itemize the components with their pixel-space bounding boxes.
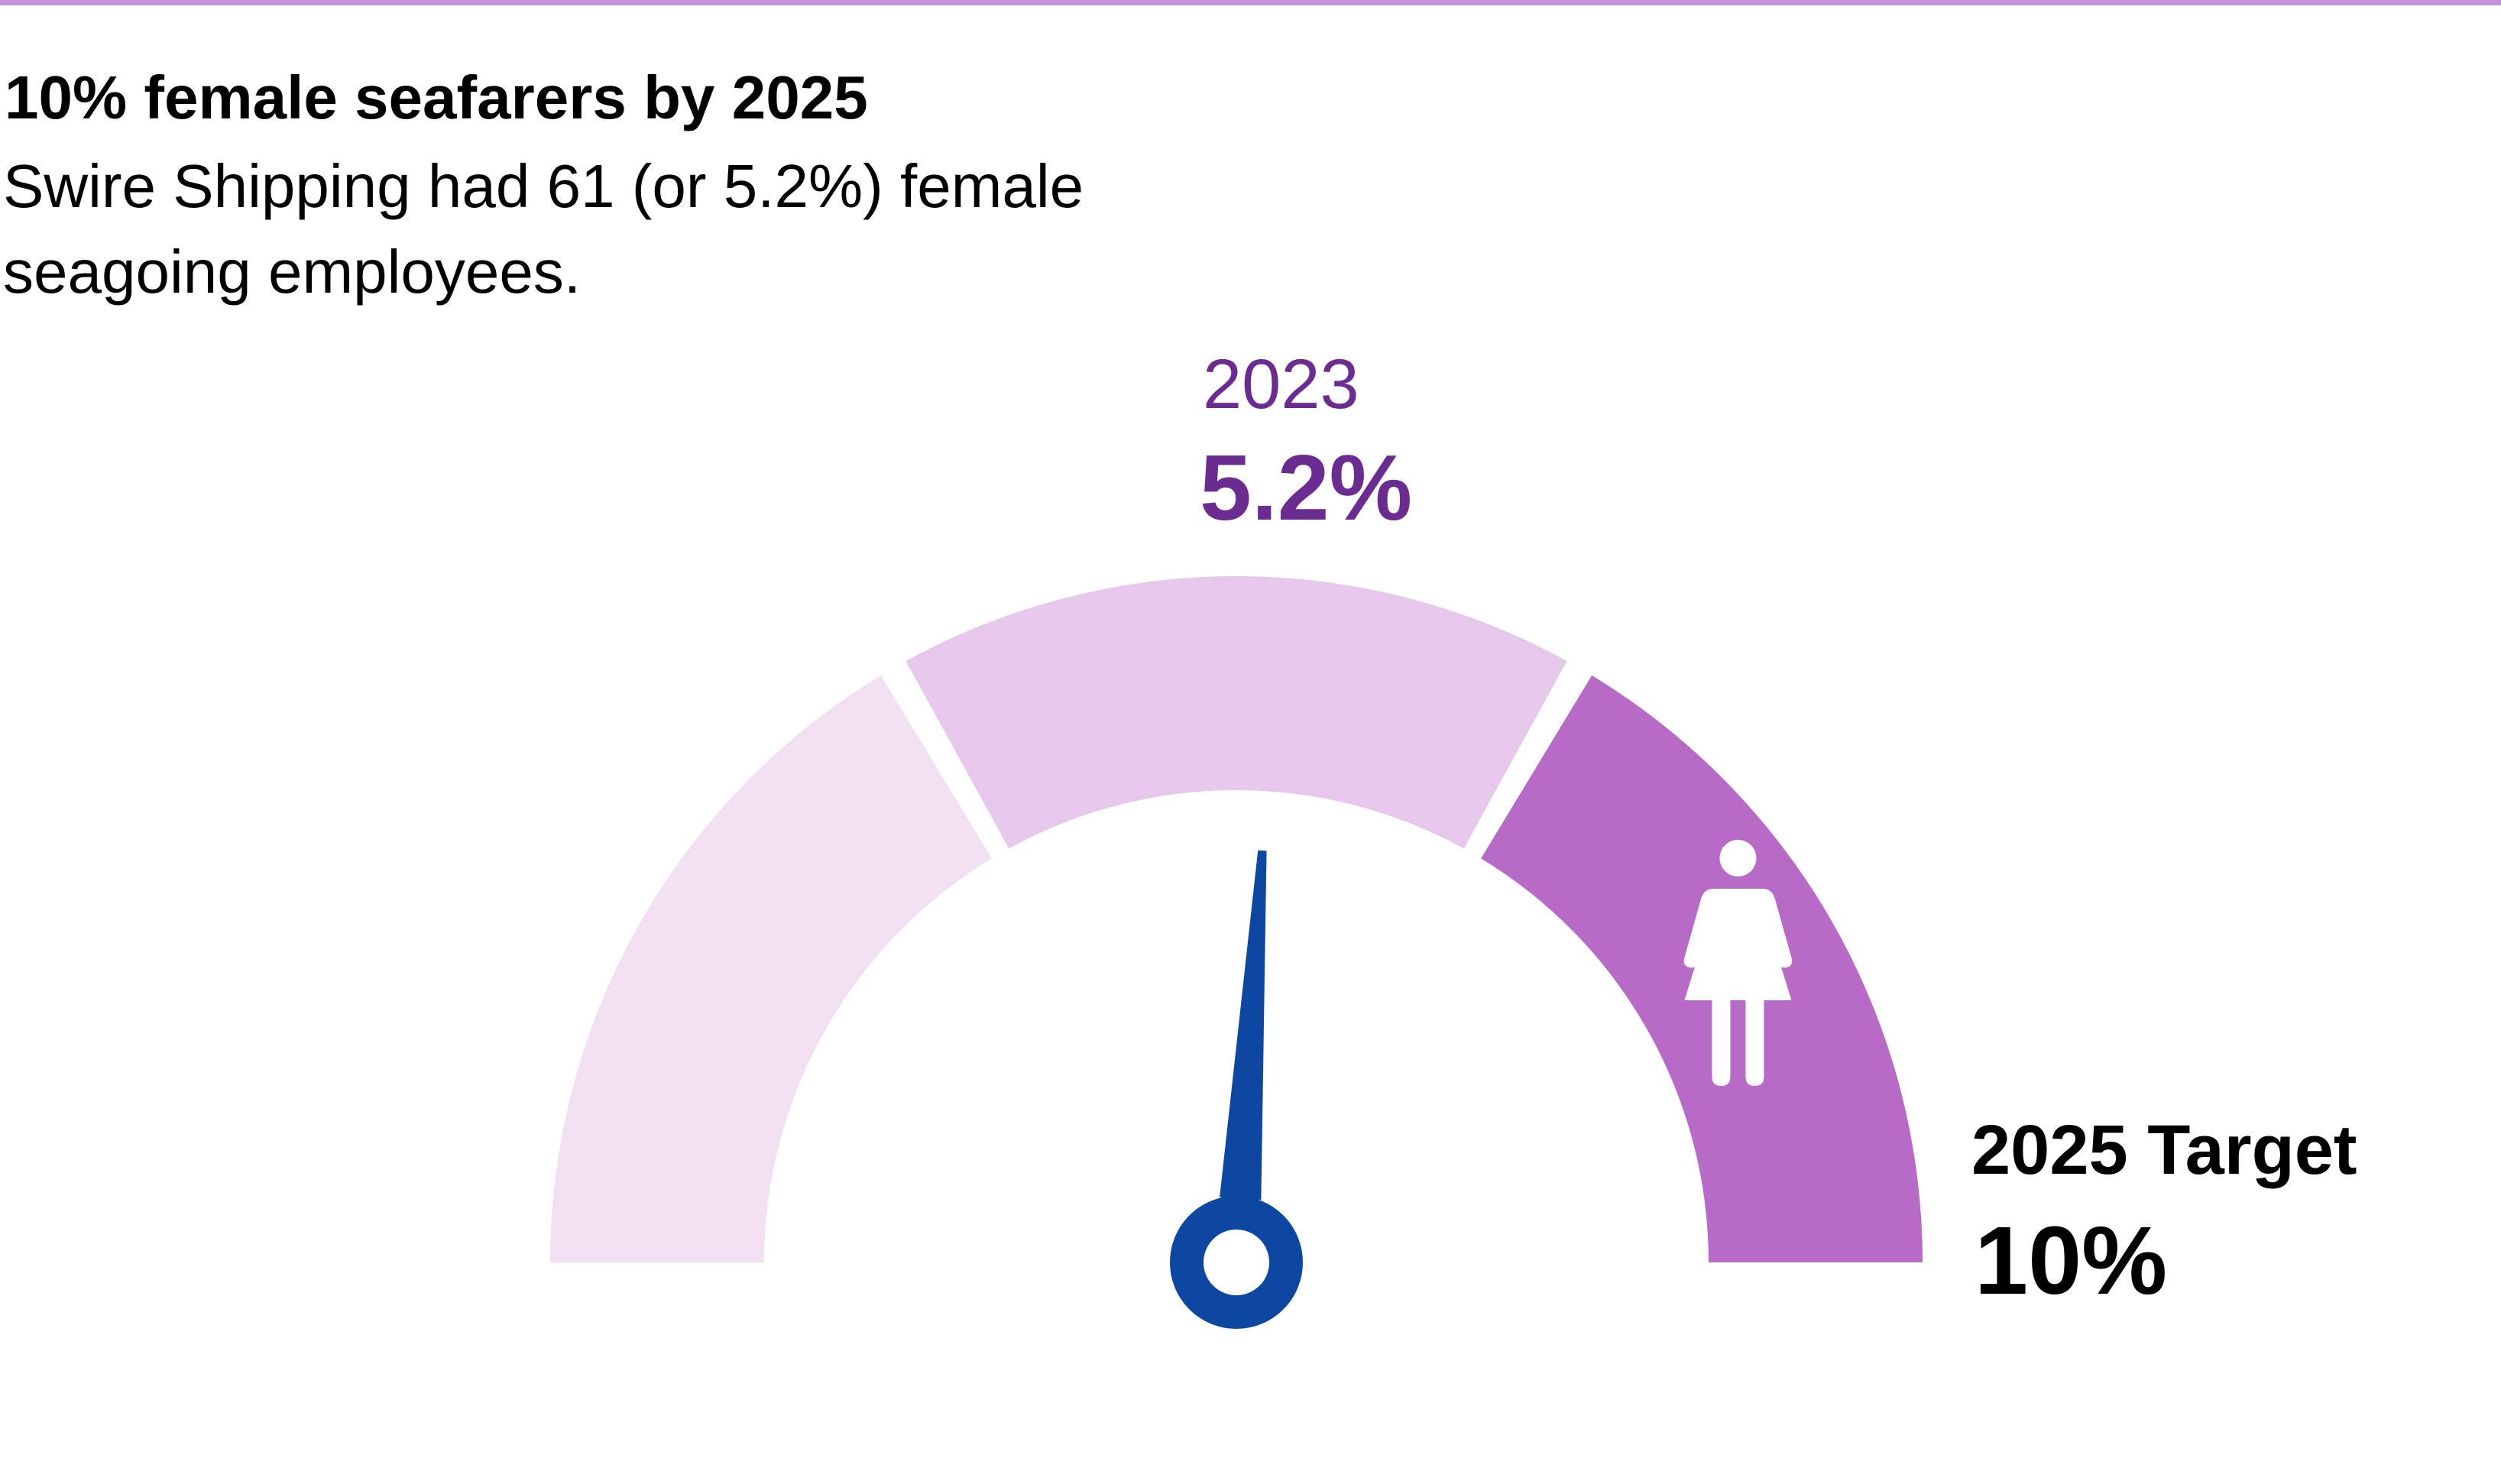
chart-title: 10% female seafarers by 2025 xyxy=(5,63,868,131)
female-figure-icon xyxy=(1683,840,1793,1086)
gauge-needle xyxy=(1220,850,1267,1200)
gauge-segment-1 xyxy=(550,675,992,1262)
gauge-needle-hub xyxy=(1170,1196,1303,1329)
gauge-segment-2 xyxy=(905,576,1567,849)
current-year-label: 2023 xyxy=(1203,345,1359,423)
top-rule xyxy=(0,0,2501,5)
target-label: 2025 Target xyxy=(1971,1111,2357,1189)
target-value-label: 10% xyxy=(1975,1207,2168,1314)
chart-subtitle: Swire Shipping had 61 (or 5.2%) female s… xyxy=(3,152,1084,306)
current-value-label: 5.2% xyxy=(1200,436,1413,539)
